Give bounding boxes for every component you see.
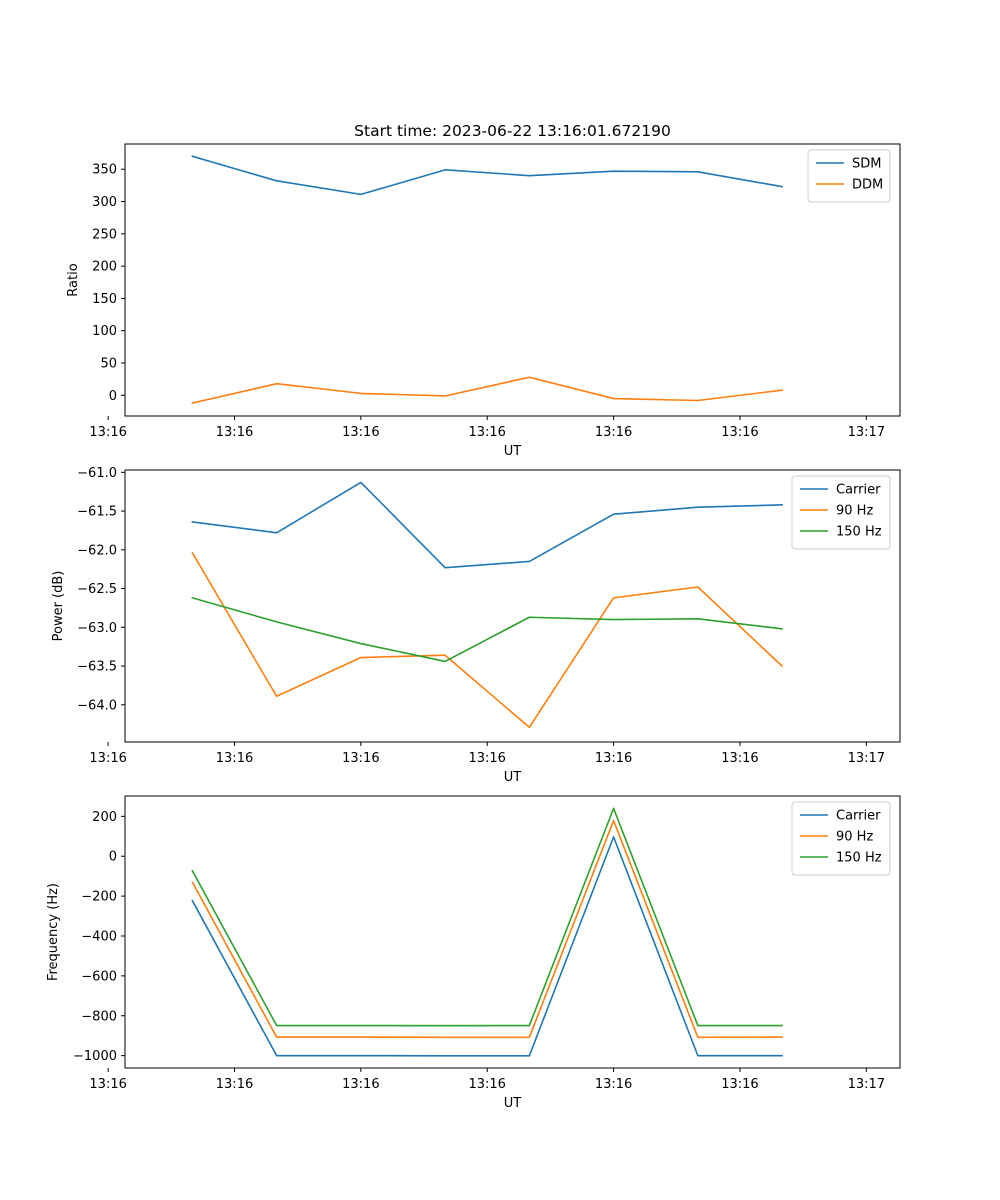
x-tick-label: 13:16 — [721, 1077, 758, 1092]
x-axis-label: UT — [504, 444, 522, 459]
series-line-carrier — [191, 481, 783, 569]
y-tick-label: −62.0 — [77, 543, 117, 558]
y-tick-label: 150 — [92, 292, 117, 307]
y-tick-label: −600 — [81, 969, 117, 984]
y-tick-label: 50 — [100, 357, 117, 372]
y-tick-label: 250 — [92, 227, 117, 242]
x-tick-label: 13:16 — [595, 751, 632, 766]
y-tick-label: −64.0 — [77, 698, 117, 713]
legend-label: 90 Hz — [836, 830, 873, 845]
axes-frame — [124, 143, 901, 417]
x-tick-label: 13:17 — [848, 751, 885, 766]
y-tick-label: 300 — [92, 195, 117, 210]
x-tick-label: 13:16 — [89, 425, 126, 440]
x-tick-label: 13:16 — [595, 425, 632, 440]
x-axis-label: UT — [504, 1096, 522, 1111]
y-tick-label: −800 — [81, 1009, 117, 1024]
axes-frame — [124, 795, 901, 1069]
x-tick-label: 13:16 — [89, 751, 126, 766]
x-tick-label: 13:16 — [721, 425, 758, 440]
x-tick-label: 13:16 — [468, 751, 505, 766]
y-tick-label: 350 — [92, 163, 117, 178]
y-tick-label: −200 — [81, 890, 117, 905]
y-tick-label: 0 — [109, 389, 117, 404]
series-line-90-hz — [191, 819, 783, 1039]
y-tick-label: −61.0 — [77, 466, 117, 481]
x-tick-label: 13:16 — [216, 425, 253, 440]
y-axis-label: Power (dB) — [51, 571, 66, 642]
legend-label: 90 Hz — [836, 504, 873, 519]
y-tick-label: −62.5 — [77, 582, 117, 597]
series-line-ddm — [191, 376, 783, 405]
x-tick-label: 13:16 — [342, 1077, 379, 1092]
y-tick-label: 100 — [92, 324, 117, 339]
series-line-150-hz — [191, 807, 783, 1027]
x-tick-label: 13:16 — [216, 1077, 253, 1092]
x-tick-label: 13:16 — [595, 1077, 632, 1092]
legend-label: 150 Hz — [836, 851, 882, 866]
x-tick-label: 13:16 — [342, 425, 379, 440]
y-tick-label: 200 — [92, 810, 117, 825]
y-tick-label: −63.0 — [77, 621, 117, 636]
legend: Carrier 90 Hz 150 Hz — [791, 475, 891, 550]
x-tick-label: 13:16 — [216, 751, 253, 766]
legend-label: Carrier — [836, 483, 881, 498]
x-tick-label: 13:16 — [89, 1077, 126, 1092]
legend-label: SDM — [852, 157, 881, 172]
chart-panel-3: 13:16 13:16 13:16 13:16 13:16 13:16 13:17 −1000… — [46, 795, 901, 1111]
y-tick-label: 200 — [92, 260, 117, 275]
chart-panel-1: 13:16 13:16 13:16 13:16 13:16 13:16 13:17 0 50 10… — [66, 122, 901, 459]
legend-label: 150 Hz — [836, 525, 882, 540]
legend: SDM DDM — [807, 149, 891, 203]
y-tick-label: −61.5 — [77, 505, 117, 520]
series-line-90-hz — [191, 551, 784, 729]
legend: Carrier 90 Hz 150 Hz — [791, 801, 891, 876]
y-tick-label: −400 — [81, 929, 117, 944]
chart-title: Start time: 2023-06-22 13:16:01.672190 — [354, 122, 671, 140]
series-line-150-hz — [191, 596, 783, 663]
y-tick-label: −63.5 — [77, 660, 117, 675]
series-line-carrier — [191, 836, 783, 1057]
series-line-sdm — [191, 155, 783, 196]
x-tick-label: 13:17 — [848, 425, 885, 440]
x-axis-label: UT — [504, 770, 522, 785]
legend-label: DDM — [852, 178, 883, 193]
x-tick-label: 13:17 — [848, 1077, 885, 1092]
x-tick-label: 13:16 — [721, 751, 758, 766]
y-axis-label: Ratio — [66, 263, 81, 296]
y-tick-label: −1000 — [73, 1049, 117, 1064]
x-tick-label: 13:16 — [342, 751, 379, 766]
legend-label: Carrier — [836, 809, 881, 824]
x-tick-label: 13:16 — [468, 425, 505, 440]
chart-panel-2: 13:16 13:16 13:16 13:16 13:16 13:16 13:17 −64.0… — [51, 466, 901, 785]
x-tick-label: 13:16 — [468, 1077, 505, 1092]
axes-frame — [124, 469, 901, 743]
y-tick-label: 0 — [109, 850, 117, 865]
y-axis-label: Frequency (Hz) — [46, 883, 61, 981]
